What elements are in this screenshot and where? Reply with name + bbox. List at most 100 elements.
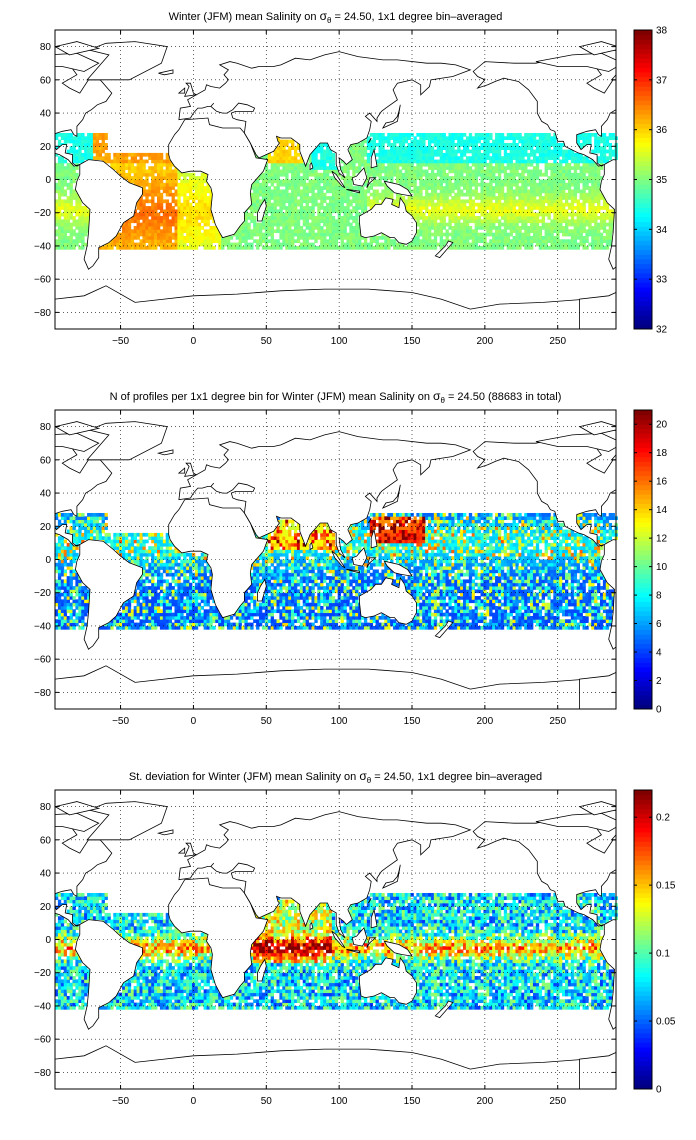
data-cell (261, 232, 266, 237)
data-cell (162, 159, 167, 164)
data-cell (320, 202, 324, 207)
data-cell (582, 186, 586, 190)
data-cell (430, 179, 435, 184)
data-cell (407, 159, 411, 164)
data-cell (148, 242, 152, 247)
data-cell (320, 162, 324, 167)
data-cell (78, 235, 82, 240)
data-cell (285, 179, 289, 184)
data-cell (212, 235, 216, 240)
data-cell (576, 162, 580, 167)
data-cell (177, 222, 181, 227)
data-cell (369, 169, 374, 174)
data-cell (78, 206, 82, 210)
data-cell (535, 192, 540, 197)
data-cell (413, 172, 417, 177)
data-cell (72, 522, 76, 527)
data-cell (457, 156, 461, 160)
data-cell (550, 176, 554, 180)
data-cell (401, 149, 406, 154)
data-cell (486, 196, 490, 200)
data-cell (477, 209, 481, 214)
data-cell (477, 152, 481, 157)
data-cell (425, 179, 429, 184)
data-cell (75, 519, 79, 524)
data-cell (57, 542, 62, 547)
data-cell (270, 196, 274, 200)
data-cell (532, 139, 537, 144)
data-cell (430, 136, 435, 141)
data-cell (509, 216, 513, 220)
data-cell (419, 146, 423, 150)
data-cell (264, 166, 269, 170)
data-cell (171, 196, 175, 200)
data-cell (547, 192, 551, 197)
data-cell (305, 192, 309, 197)
data-cell (521, 212, 525, 217)
data-cell (282, 172, 286, 177)
data-cell (361, 206, 365, 210)
data-cell (454, 179, 458, 184)
data-cell (433, 149, 438, 154)
data-cell (495, 146, 499, 150)
data-cell (253, 226, 257, 230)
data-cell (69, 179, 73, 184)
data-cell (608, 212, 613, 217)
data-cell (602, 219, 607, 224)
data-cell (55, 132, 59, 137)
data-cell (189, 242, 193, 247)
data-cell (422, 219, 426, 224)
data-cell (133, 152, 137, 157)
data-cell (471, 235, 476, 240)
data-cell (594, 219, 598, 224)
data-cell (591, 235, 595, 240)
data-cell (189, 212, 193, 217)
data-cell (436, 162, 441, 167)
data-cell (180, 172, 184, 177)
data-cell (165, 166, 170, 170)
data-cell (454, 152, 458, 157)
data-cell (323, 212, 327, 217)
data-cell (288, 199, 292, 204)
data-cell (445, 166, 449, 170)
data-cell (413, 209, 417, 214)
data-cell (200, 239, 205, 244)
data-cell (425, 186, 429, 190)
data-cell (530, 176, 534, 180)
data-cell (602, 235, 607, 240)
data-cell (433, 226, 438, 230)
data-cell (326, 156, 330, 160)
data-cell (352, 239, 356, 244)
data-cell (200, 212, 205, 217)
data-cell (122, 156, 126, 160)
data-cell (244, 245, 248, 250)
data-cell (433, 176, 438, 180)
data-cell (352, 192, 356, 197)
data-cell (428, 245, 432, 250)
data-cell (308, 206, 312, 210)
data-cell (293, 169, 298, 174)
data-cell (465, 239, 470, 244)
data-cell (422, 132, 426, 137)
data-cell (183, 176, 187, 180)
data-cell (55, 609, 59, 614)
data-cell (183, 226, 187, 230)
data-cell (57, 199, 62, 204)
data-cell (276, 186, 280, 190)
data-cell (352, 229, 356, 234)
data-cell (326, 176, 330, 180)
data-cell (305, 162, 309, 167)
data-cell (588, 166, 592, 170)
data-cell (495, 209, 499, 214)
data-cell (66, 186, 70, 190)
data-cell (428, 202, 432, 207)
data-cell (565, 156, 569, 160)
data-cell (116, 162, 120, 167)
data-cell (203, 192, 207, 197)
data-cell (500, 232, 505, 237)
data-cell (524, 146, 528, 150)
data-cell (393, 169, 397, 174)
data-cell (570, 212, 575, 217)
data-cell (352, 199, 356, 204)
data-cell (81, 222, 85, 227)
